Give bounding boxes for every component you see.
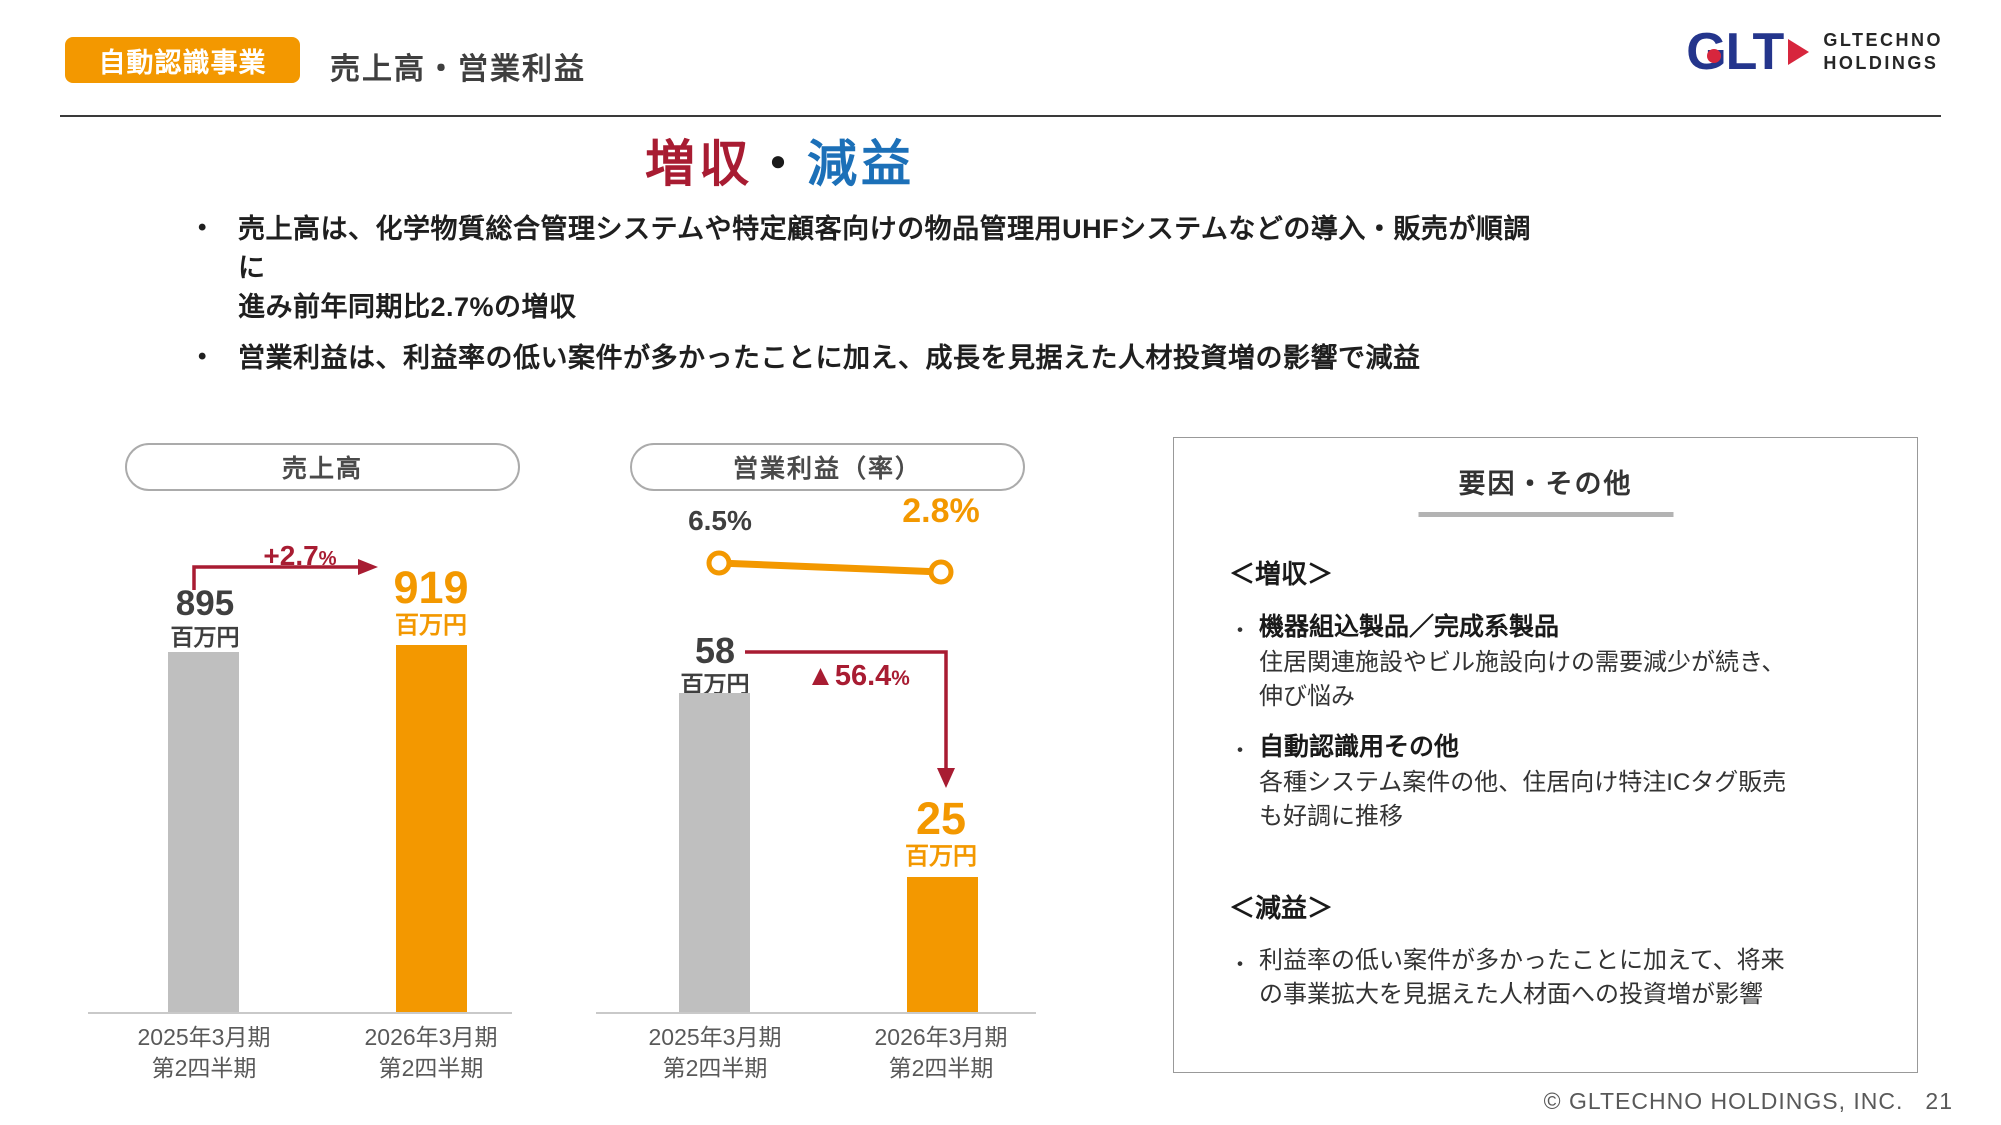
summary-bullet-2: • 営業利益は、利益率の低い案件が多かったことに加え、成長を見据えた人材投資増の… (198, 339, 1558, 378)
profit-rate-2025: 6.5% (688, 505, 752, 536)
summary-bullet-1: • 売上高は、化学物質総合管理システムや特定顧客向けの物品管理用UHFシステムな… (198, 210, 1558, 327)
headline-separator: ・ (753, 136, 807, 192)
summary-bullets: • 売上高は、化学物質総合管理システムや特定顧客向けの物品管理用UHFシステムな… (198, 210, 1558, 391)
increase-arrow-icon (192, 559, 378, 590)
glt-logo-mark: GLT (1686, 23, 1810, 81)
profit-2026-number: 25 (915, 793, 967, 844)
factors-increase-item-1: ・ 機器組込製品／完成系製品 住居関連施設やビル施設向けの需要減少が続き、 伸び… (1229, 610, 1859, 714)
glt-logo-text: GLT (1686, 23, 1784, 81)
factors-item-2-body: 各種システム案件の他、住居向け特注ICタグ販売 も好調に推移 (1259, 768, 1787, 830)
revenue-2026-unit: 百万円 (395, 612, 467, 640)
copyright-text: © GLTECHNO HOLDINGS, INC. (1543, 1088, 1904, 1114)
revenue-category-2026: 2026年3月期 第2四半期 (364, 1024, 498, 1082)
profit-rate-2026: 2.8% (902, 492, 980, 530)
page-title: 売上高・営業利益 (330, 53, 586, 86)
bullet-icon: • (198, 343, 207, 371)
factors-increase-heading: ＜増収＞ (1229, 559, 1334, 589)
segment-badge: 自動認識事業 (65, 37, 300, 83)
profit-value-2026: 25 百万円 (891, 793, 991, 871)
factors-decrease-item-1: ・ 利益率の低い案件が多かったことに加えて、将来 の事業拡大を見据えた人材面への… (1229, 944, 1859, 1012)
revenue-2025-number: 895 (175, 584, 235, 623)
revenue-change-suffix: % (318, 548, 337, 570)
factors-item-1-title: 機器組込製品／完成系製品 (1259, 613, 1560, 641)
bullet-icon: ・ (1229, 618, 1252, 643)
logo-arrow-icon (1788, 39, 1810, 65)
profit-bar-2026 (907, 877, 978, 1013)
summary-bullet-2-text: 営業利益は、利益率の低い案件が多かったことに加え、成長を見据えた人材投資増の影響… (238, 343, 1421, 374)
company-logo: GLT GLTECHNO HOLDINGS (1686, 26, 1943, 78)
revenue-2026-number: 919 (393, 562, 469, 613)
factors-item-2-title: 自動認識用その他 (1259, 733, 1460, 761)
factors-item-1-body: 住居関連施設やビル施設向けの需要減少が続き、 伸び悩み (1259, 648, 1786, 710)
factors-decrease-item-1-body: 利益率の低い案件が多かったことに加えて、将来 の事業拡大を見据えた人材面への投資… (1259, 947, 1785, 1009)
bullet-icon: ・ (1229, 738, 1252, 763)
revenue-value-2026: 919 百万円 (371, 562, 491, 640)
bullet-icon: ・ (1229, 952, 1252, 977)
factors-title: 要因・その他 (1458, 469, 1633, 499)
revenue-bar-2025 (168, 652, 239, 1013)
revenue-chart-title: 売上高 (125, 443, 520, 491)
footer: © GLTECHNO HOLDINGS, INC. 21 (1544, 1088, 1953, 1115)
profit-change-label: ▲56.4% (758, 660, 958, 693)
profit-chart-title: 営業利益（率） (630, 443, 1025, 491)
headline: 増収・減益 (0, 124, 1560, 196)
profit-change-value: ▲56.4 (806, 660, 892, 692)
profit-category-2025: 2025年3月期 第2四半期 (648, 1024, 782, 1082)
profit-value-2025: 58 百万円 (665, 632, 765, 696)
profit-2026-unit: 百万円 (905, 843, 977, 871)
profit-rate-trend-line (706, 550, 954, 585)
factors-title-underline (1418, 512, 1673, 517)
headline-decrease: 減益 (807, 136, 915, 192)
header-divider (60, 115, 1941, 117)
profit-2025-number: 58 (694, 630, 736, 671)
profit-bar-2025 (679, 693, 750, 1013)
factors-box: 要因・その他 ＜増収＞ ・ 機器組込製品／完成系製品 住居関連施設やビル施設向け… (1173, 437, 1918, 1073)
profit-axis-line (596, 1012, 1036, 1014)
factors-decrease-heading: ＜減益＞ (1229, 893, 1334, 923)
summary-bullet-1-text: 売上高は、化学物質総合管理システムや特定顧客向けの物品管理用UHFシステムなどの… (237, 214, 1531, 323)
revenue-category-2025: 2025年3月期 第2四半期 (137, 1024, 271, 1082)
revenue-bar-2026 (396, 645, 467, 1013)
profit-category-2026: 2026年3月期 第2四半期 (874, 1024, 1008, 1082)
company-name: GLTECHNO HOLDINGS (1823, 29, 1943, 73)
revenue-axis-line (88, 1012, 512, 1014)
decrease-arrow-icon (745, 650, 955, 788)
headline-increase: 増収 (645, 136, 753, 192)
bullet-icon: • (198, 214, 207, 241)
factors-increase-item-2: ・ 自動認識用その他 各種システム案件の他、住居向け特注ICタグ販売 も好調に推… (1229, 730, 1859, 834)
page-number: 21 (1925, 1088, 1953, 1114)
profit-2025-unit: 百万円 (680, 670, 750, 697)
logo-dot-icon (1707, 49, 1722, 63)
revenue-value-2025: 895 百万円 (145, 584, 265, 650)
profit-change-suffix: % (891, 667, 910, 690)
revenue-2025-unit: 百万円 (170, 623, 240, 650)
